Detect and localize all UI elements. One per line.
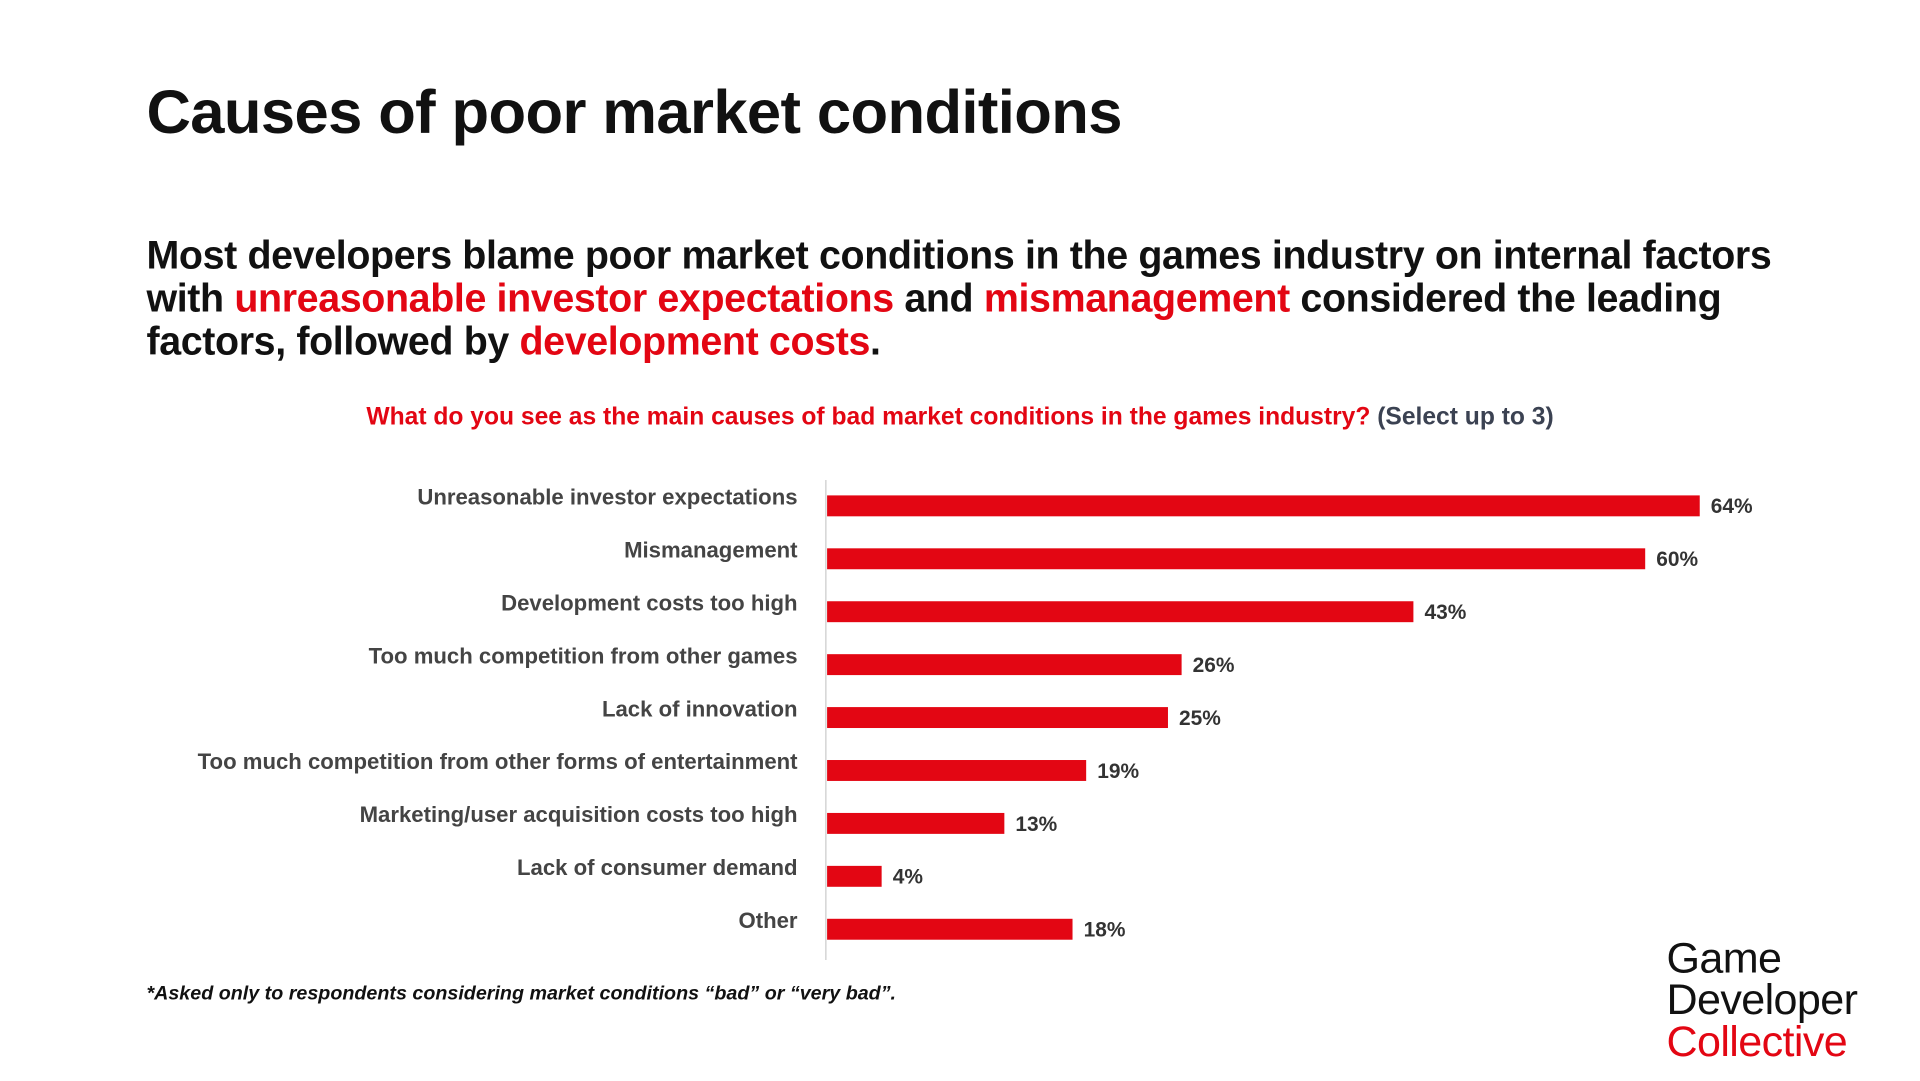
bar-chart: Unreasonable investor expectations 64% Mis… [198,480,1753,961]
category-label: Too much competition from other forms of… [198,749,798,774]
bar [827,707,1168,729]
bar [827,601,1414,623]
value-label: 60% [1656,548,1698,571]
value-label: 25% [1179,707,1221,730]
logo-line: Collective [1666,1017,1848,1066]
subtitle-highlight: mismanagement [983,275,1290,321]
category-label: Marketing/user acquisition costs too hig… [360,802,798,827]
category-label: Other [738,908,797,933]
category-label: Too much competition from other games [369,643,798,668]
value-label: 13% [1015,813,1057,836]
footnote: *Asked only to respondents considering m… [146,983,897,1005]
value-label: 19% [1097,760,1139,783]
subtitle-text: . [869,318,881,364]
value-label: 43% [1424,601,1466,624]
bar [827,654,1182,676]
subtitle: Most developers blame poor market condit… [146,232,1845,364]
bar [827,760,1087,781]
bar [827,495,1700,517]
category-label: Lack of consumer demand [517,855,798,880]
value-label: 4% [893,866,924,889]
bar [827,865,882,887]
subtitle-text: considered the leading factors, followed… [146,275,1722,364]
bar [827,548,1646,570]
logo-line: Developer [1666,976,1858,1025]
bar [827,918,1073,940]
category-label: Lack of innovation [602,696,798,721]
subtitle-highlight: development costs [519,318,870,364]
question-text: What do you see as the main causes of ba… [366,403,1371,431]
subtitle-text: and [893,275,984,321]
value-label: 26% [1193,654,1235,677]
logo: Game Developer Collective [1666,934,1858,1066]
value-label: 64% [1711,495,1753,518]
logo-line: Game [1666,934,1782,983]
category-label: Mismanagement [624,538,798,563]
chart-question: What do you see as the main causes of ba… [0,404,1920,432]
category-label: Development costs too high [501,590,797,615]
value-label: 18% [1084,919,1126,942]
bar [827,812,1005,834]
question-note: (Select up to 3) [1377,403,1554,431]
subtitle-highlight: unreasonable investor expectations [234,275,894,321]
subtitle-text: Most developers blame poor market condit… [146,232,1772,321]
page-title: Causes of poor market conditions [146,77,1122,147]
category-label: Unreasonable investor expectations [417,485,797,510]
